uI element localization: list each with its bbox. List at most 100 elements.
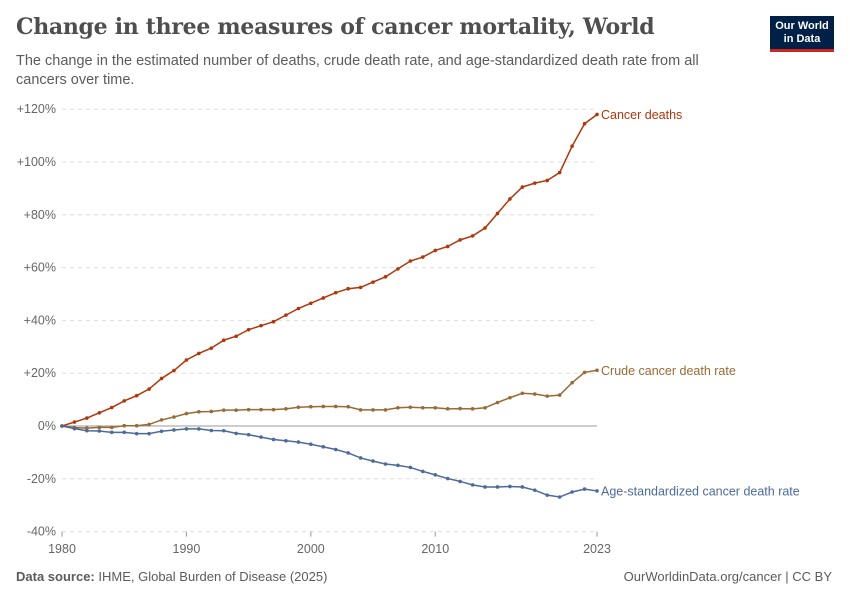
data-point	[159, 376, 164, 381]
data-point	[296, 306, 301, 311]
x-tick-label: 1980	[48, 542, 76, 556]
data-point	[582, 121, 587, 126]
data-point	[259, 323, 263, 328]
data-point	[246, 432, 251, 437]
y-tick-label: 0%	[38, 419, 56, 433]
data-point	[421, 469, 425, 474]
data-point	[284, 438, 288, 443]
data-point	[321, 296, 326, 300]
data-point	[508, 484, 512, 489]
data-point	[570, 490, 574, 494]
data-point	[358, 456, 363, 460]
data-point	[197, 427, 201, 431]
data-point	[172, 428, 176, 432]
data-point	[271, 407, 276, 412]
data-point	[284, 313, 288, 317]
data-point	[557, 170, 562, 175]
data-point	[408, 259, 413, 263]
x-tick-label: 2010	[421, 542, 449, 556]
data-point	[147, 431, 151, 436]
data-point	[545, 394, 550, 398]
data-point	[246, 327, 251, 332]
data-point	[421, 405, 425, 410]
data-point	[134, 431, 139, 436]
data-point	[209, 346, 214, 350]
data-point	[184, 427, 189, 431]
data-point	[483, 226, 487, 230]
data-point	[321, 445, 326, 449]
data-point	[445, 407, 450, 411]
data-point	[159, 418, 164, 422]
data-point	[483, 405, 487, 410]
data-point	[172, 415, 176, 419]
data-point	[209, 428, 214, 433]
data-point	[383, 462, 388, 466]
data-point	[545, 178, 550, 183]
series-line	[61, 425, 598, 498]
data-point	[159, 429, 164, 434]
y-tick-label: +60%	[24, 261, 56, 275]
data-point	[234, 431, 238, 436]
data-point	[122, 423, 127, 428]
data-point	[495, 211, 500, 216]
source-label: Data source:	[16, 569, 95, 584]
data-point	[545, 493, 550, 497]
data-point	[371, 408, 375, 412]
data-point	[532, 488, 537, 492]
data-point	[383, 408, 388, 412]
data-point	[595, 368, 599, 373]
data-point	[433, 248, 438, 253]
chart-title: Change in three measures of cancer morta…	[16, 14, 655, 40]
data-point	[147, 422, 151, 427]
data-point	[184, 358, 189, 362]
data-source: Data source: IHME, Global Burden of Dise…	[16, 569, 327, 584]
data-point	[309, 442, 313, 447]
data-point	[346, 286, 350, 291]
series-label: Cancer deaths	[601, 108, 682, 122]
data-point	[371, 280, 375, 284]
y-tick-label: +80%	[24, 208, 56, 222]
data-point	[122, 399, 127, 403]
data-point	[271, 437, 276, 442]
credit-link[interactable]: OurWorldinData.org/cancer | CC BY	[623, 569, 832, 584]
data-point	[97, 425, 102, 430]
data-point	[557, 393, 562, 397]
data-point	[271, 319, 276, 324]
data-point	[259, 435, 263, 439]
data-point	[109, 405, 114, 410]
data-point	[333, 404, 338, 409]
data-point	[172, 368, 176, 373]
data-point	[234, 408, 238, 412]
owid-logo[interactable]: Our World in Data	[770, 16, 834, 52]
data-point	[358, 408, 363, 412]
source-link[interactable]: IHME, Global Burden of Disease (2025)	[98, 569, 328, 584]
y-tick-label: -20%	[27, 472, 56, 486]
y-tick-label: +100%	[17, 155, 56, 169]
data-point	[259, 407, 263, 412]
data-point	[109, 430, 114, 435]
data-point	[333, 447, 338, 452]
data-point	[383, 275, 388, 279]
data-point	[458, 238, 462, 242]
data-point	[421, 255, 425, 259]
y-tick-label: +40%	[24, 313, 56, 327]
data-point	[60, 424, 64, 428]
data-point	[358, 285, 363, 290]
series-line	[61, 369, 598, 429]
data-point	[582, 370, 587, 375]
y-tick-label: +20%	[24, 366, 56, 380]
data-point	[221, 428, 226, 433]
data-point	[483, 485, 487, 489]
data-point	[470, 483, 475, 487]
data-point	[557, 495, 562, 499]
data-point	[458, 406, 462, 411]
data-point	[508, 197, 512, 201]
data-point	[570, 144, 574, 148]
data-point	[520, 185, 525, 189]
series-label: Age-standardized cancer death rate	[601, 484, 800, 498]
data-point	[296, 405, 301, 410]
data-point	[284, 407, 288, 411]
data-point	[221, 408, 226, 412]
